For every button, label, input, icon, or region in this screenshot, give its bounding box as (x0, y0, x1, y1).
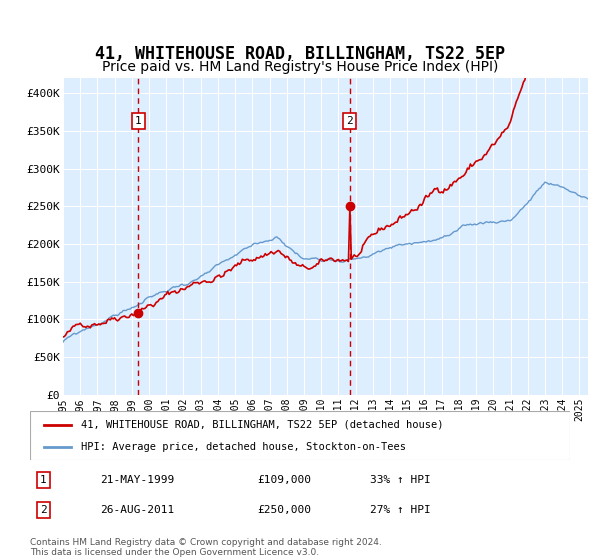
Text: 2: 2 (346, 116, 353, 126)
Text: 41, WHITEHOUSE ROAD, BILLINGHAM, TS22 5EP (detached house): 41, WHITEHOUSE ROAD, BILLINGHAM, TS22 5E… (82, 420, 444, 430)
Text: £109,000: £109,000 (257, 475, 311, 485)
Text: Contains HM Land Registry data © Crown copyright and database right 2024.
This d: Contains HM Land Registry data © Crown c… (30, 538, 382, 557)
Text: 27% ↑ HPI: 27% ↑ HPI (370, 505, 431, 515)
Text: HPI: Average price, detached house, Stockton-on-Tees: HPI: Average price, detached house, Stoc… (82, 442, 406, 452)
FancyBboxPatch shape (30, 411, 570, 460)
Text: 1: 1 (135, 116, 142, 126)
Text: 1: 1 (40, 475, 47, 485)
Text: 21-MAY-1999: 21-MAY-1999 (100, 475, 175, 485)
Text: 41, WHITEHOUSE ROAD, BILLINGHAM, TS22 5EP: 41, WHITEHOUSE ROAD, BILLINGHAM, TS22 5E… (95, 45, 505, 63)
Text: 26-AUG-2011: 26-AUG-2011 (100, 505, 175, 515)
Text: 2: 2 (40, 505, 47, 515)
Text: £250,000: £250,000 (257, 505, 311, 515)
Text: 33% ↑ HPI: 33% ↑ HPI (370, 475, 431, 485)
Text: Price paid vs. HM Land Registry's House Price Index (HPI): Price paid vs. HM Land Registry's House … (102, 60, 498, 74)
